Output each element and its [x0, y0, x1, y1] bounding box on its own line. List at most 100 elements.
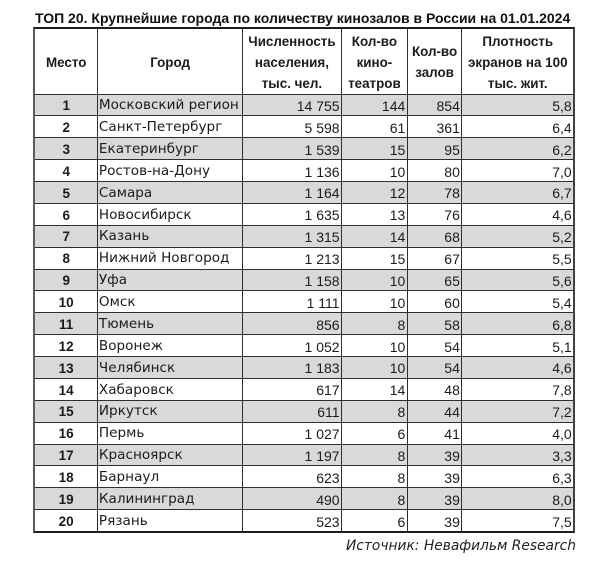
population-cell: 623	[242, 466, 342, 488]
city-cell: Екатеринбург	[98, 138, 242, 160]
source-note: Источник: Невафильм Research	[345, 538, 576, 554]
city-cell: Калининград	[98, 488, 242, 510]
population-cell: 1 635	[242, 203, 342, 225]
column-header-place: Место	[35, 29, 98, 94]
density-cell: 6,2	[462, 138, 574, 160]
population-cell: 5 598	[242, 116, 342, 138]
place-cell: 20	[35, 510, 98, 531]
density-cell: 4,6	[462, 357, 574, 378]
place-cell: 5	[35, 182, 98, 203]
table-title: ТОП 20. Крупнейшие города по количеству …	[35, 9, 571, 26]
place-cell: 15	[35, 400, 98, 422]
cinemas-cell: 10	[342, 357, 407, 378]
density-cell: 5,1	[462, 335, 574, 356]
cinemas-cell: 15	[342, 247, 407, 269]
cinemas-cell: 8	[342, 400, 407, 422]
halls-cell: 78	[407, 182, 462, 203]
halls-cell: 361	[407, 116, 462, 138]
halls-cell: 39	[407, 488, 462, 510]
cinemas-cell: 10	[342, 335, 407, 356]
halls-cell: 58	[407, 313, 462, 335]
density-cell: 7,0	[462, 160, 574, 181]
city-cell: Нижний Новгород	[98, 247, 242, 269]
place-cell: 7	[35, 225, 98, 247]
column-header-city: Город	[98, 29, 242, 94]
place-cell: 16	[35, 422, 98, 444]
cinemas-cell: 8	[342, 444, 407, 466]
density-cell: 5,8	[462, 94, 574, 116]
population-cell: 1 136	[242, 160, 342, 181]
density-cell: 7,5	[462, 510, 574, 531]
place-cell: 18	[35, 466, 98, 488]
halls-cell: 60	[407, 291, 462, 313]
cinemas-cell: 12	[342, 182, 407, 203]
halls-cell: 48	[407, 378, 462, 400]
density-cell: 5,2	[462, 225, 574, 247]
place-cell: 19	[35, 488, 98, 510]
cinemas-cell: 10	[342, 269, 407, 291]
place-cell: 2	[35, 116, 98, 138]
place-cell: 6	[35, 203, 98, 225]
population-cell: 617	[242, 378, 342, 400]
density-cell: 8,0	[462, 488, 574, 510]
halls-cell: 41	[407, 422, 462, 444]
place-cell: 3	[35, 138, 98, 160]
cinemas-cell: 61	[342, 116, 407, 138]
place-cell: 14	[35, 378, 98, 400]
halls-cell: 44	[407, 400, 462, 422]
population-cell: 611	[242, 400, 342, 422]
population-cell: 1 213	[242, 247, 342, 269]
column-header-density: Плотность экранов на 100 тыс. жит.	[462, 29, 574, 94]
population-cell: 1 315	[242, 225, 342, 247]
city-cell: Хабаровск	[98, 378, 242, 400]
column-header-halls: Кол-во залов	[407, 29, 462, 94]
place-cell: 8	[35, 247, 98, 269]
halls-cell: 854	[407, 94, 462, 116]
column-header-cinemas: Кол-во кино- театров	[342, 29, 407, 94]
cinemas-cell: 8	[342, 488, 407, 510]
population-cell: 856	[242, 313, 342, 335]
cinemas-cell: 144	[342, 94, 407, 116]
density-cell: 6,3	[462, 466, 574, 488]
halls-cell: 80	[407, 160, 462, 181]
place-cell: 1	[35, 94, 98, 116]
halls-cell: 68	[407, 225, 462, 247]
city-cell: Новосибирск	[98, 203, 242, 225]
halls-cell: 95	[407, 138, 462, 160]
population-cell: 1 539	[242, 138, 342, 160]
density-cell: 7,8	[462, 378, 574, 400]
cinemas-cell: 10	[342, 291, 407, 313]
halls-cell: 54	[407, 357, 462, 378]
population-cell: 14 755	[242, 94, 342, 116]
population-cell: 1 164	[242, 182, 342, 203]
halls-cell: 54	[407, 335, 462, 356]
place-cell: 17	[35, 444, 98, 466]
population-cell: 1 111	[242, 291, 342, 313]
cinema-cities-table: Место Город Численность населения, тыс. …	[33, 27, 576, 533]
halls-cell: 39	[407, 510, 462, 531]
cinemas-cell: 10	[342, 160, 407, 181]
place-cell: 4	[35, 160, 98, 181]
population-cell: 523	[242, 510, 342, 531]
place-cell: 9	[35, 269, 98, 291]
population-cell: 490	[242, 488, 342, 510]
density-cell: 6,4	[462, 116, 574, 138]
place-cell: 13	[35, 357, 98, 378]
city-cell: Казань	[98, 225, 242, 247]
density-cell: 5,5	[462, 247, 574, 269]
place-cell: 11	[35, 313, 98, 335]
cinemas-cell: 6	[342, 510, 407, 531]
density-cell: 6,7	[462, 182, 574, 203]
city-cell: Рязань	[98, 510, 242, 531]
cinemas-cell: 14	[342, 225, 407, 247]
halls-cell: 67	[407, 247, 462, 269]
population-cell: 1 183	[242, 357, 342, 378]
population-cell: 1 158	[242, 269, 342, 291]
population-cell: 1 052	[242, 335, 342, 356]
density-cell: 3,3	[462, 444, 574, 466]
city-cell: Красноярск	[98, 444, 242, 466]
city-cell: Пермь	[98, 422, 242, 444]
halls-cell: 39	[407, 466, 462, 488]
cinemas-cell: 8	[342, 466, 407, 488]
city-cell: Омск	[98, 291, 242, 313]
